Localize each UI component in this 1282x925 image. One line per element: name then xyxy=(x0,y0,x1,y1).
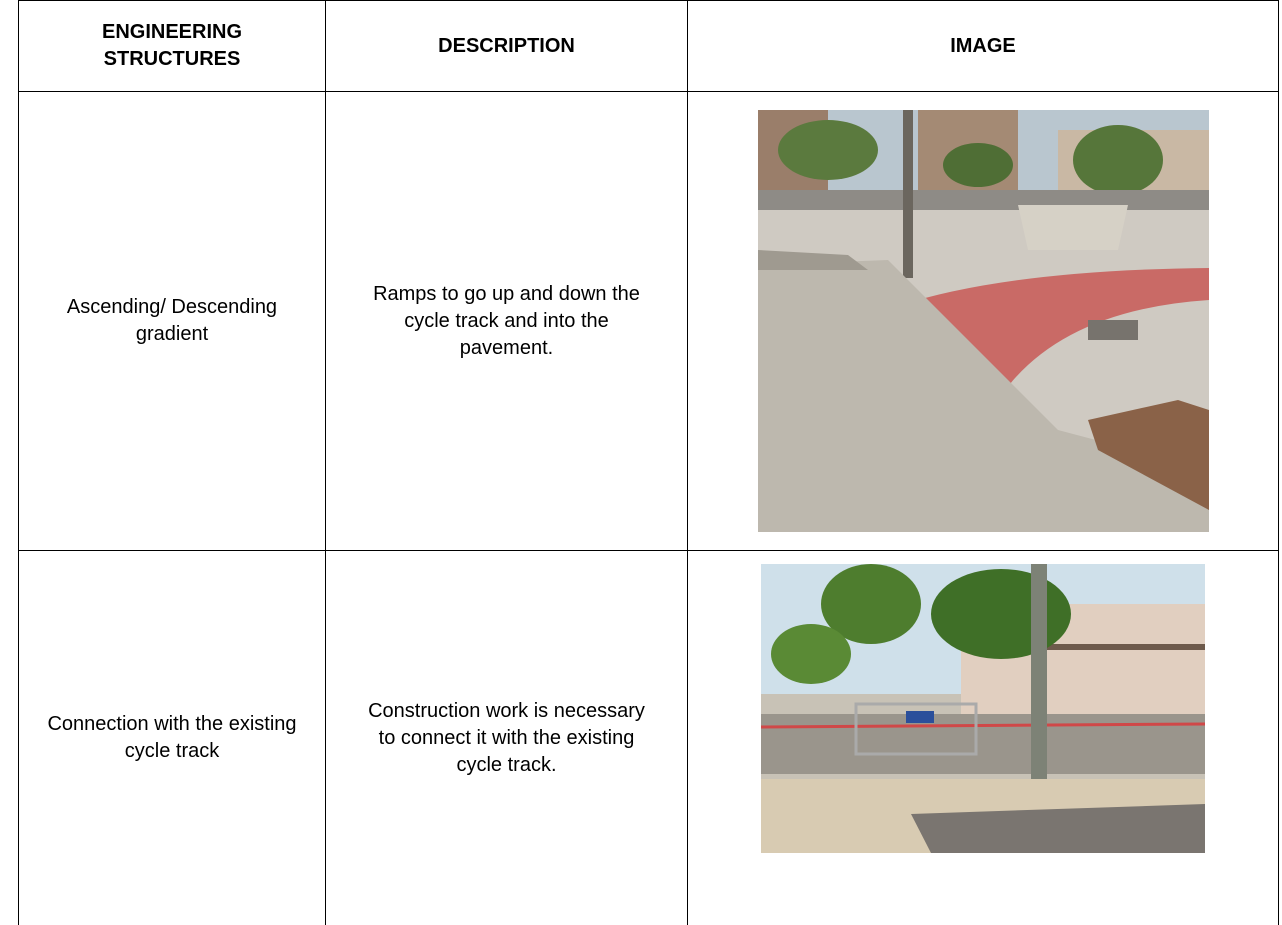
structure-cell: Connection with the existing cycle track xyxy=(19,551,326,925)
image-cell xyxy=(688,551,1279,925)
page: {"table": { "header": ["ENGINEERING STRU… xyxy=(0,0,1282,883)
structure-cell: Ascending/ Descending gradient xyxy=(19,92,326,551)
description-cell: Construction work is necessary to connec… xyxy=(326,551,688,925)
header-row: ENGINEERING STRUCTURES DESCRIPTION IMAGE xyxy=(19,1,1279,92)
header-cell: IMAGE xyxy=(688,1,1279,92)
image-cell xyxy=(688,92,1279,551)
structures-table: ENGINEERING STRUCTURES DESCRIPTION IMAGE… xyxy=(18,0,1279,925)
description-cell: Ramps to go up and down the cycle track … xyxy=(326,92,688,551)
photo-ramp xyxy=(758,110,1209,532)
table-row: Connection with the existing cycle track… xyxy=(19,551,1279,925)
header-cell: ENGINEERING STRUCTURES xyxy=(19,1,326,92)
document: ENGINEERING STRUCTURES DESCRIPTION IMAGE… xyxy=(0,0,1282,883)
table-row: Ascending/ Descending gradient Ramps to … xyxy=(19,92,1279,551)
header-cell: DESCRIPTION xyxy=(326,1,688,92)
photo-connection xyxy=(761,564,1205,853)
